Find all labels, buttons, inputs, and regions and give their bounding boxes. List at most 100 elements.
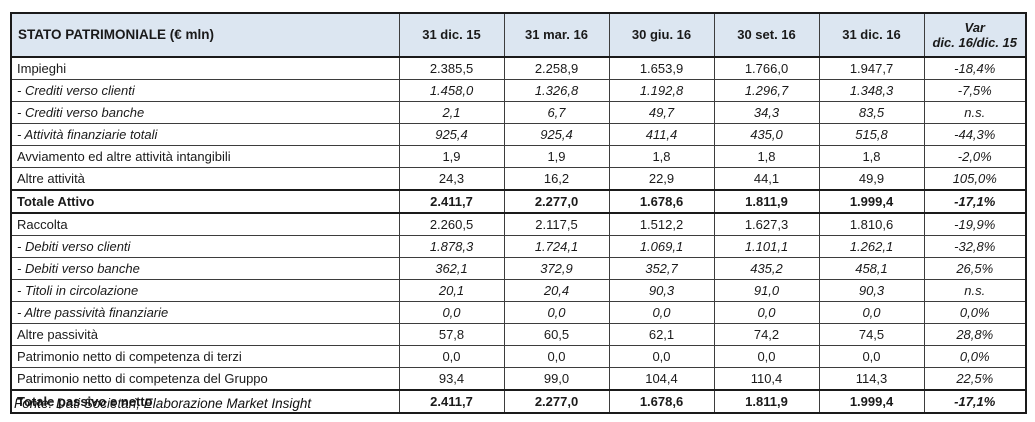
row-label: Patrimonio netto di competenza del Grupp… (10, 367, 400, 391)
value-cell: 24,3 (398, 167, 505, 191)
value-cell: 0,0 (818, 345, 925, 368)
row-label: Patrimonio netto di competenza di terzi (10, 345, 400, 368)
value-cell: 2.258,9 (503, 56, 610, 80)
value-cell: 104,4 (608, 367, 715, 391)
value-cell: 44,1 (713, 167, 820, 191)
table-row: - Titoli in circolazione 20,1 20,4 90,3 91,0… (10, 279, 1027, 302)
value-cell: 74,2 (713, 323, 820, 346)
value-cell: 1.101,1 (713, 235, 820, 258)
table-row: Avviamento ed altre attività intangibili… (10, 145, 1027, 168)
row-label: - Debiti verso banche (10, 257, 400, 280)
row-label: - Attività finanziarie totali (10, 123, 400, 146)
value-cell: 99,0 (503, 367, 610, 391)
value-cell: 2.277,0 (503, 189, 610, 214)
value-cell: 1,9 (398, 145, 505, 168)
value-cell: 1.653,9 (608, 56, 715, 80)
column-header-mar16: 31 mar. 16 (503, 12, 610, 58)
var-cell: n.s. (923, 101, 1027, 124)
table-row: - Attività finanziarie totali 925,4 925,4 4… (10, 123, 1027, 146)
value-cell: 1.811,9 (713, 389, 820, 414)
column-header-var: Var dic. 16/dic. 15 (923, 12, 1027, 58)
value-cell: 57,8 (398, 323, 505, 346)
value-cell: 1.678,6 (608, 389, 715, 414)
column-header-set16: 30 set. 16 (713, 12, 820, 58)
value-cell: 22,9 (608, 167, 715, 191)
value-cell: 411,4 (608, 123, 715, 146)
var-header-line2: dic. 16/dic. 15 (932, 35, 1018, 50)
value-cell: 1.348,3 (818, 79, 925, 102)
value-cell: 0,0 (503, 345, 610, 368)
value-cell: 1.999,4 (818, 389, 925, 414)
value-cell: 0,0 (398, 301, 505, 324)
var-cell: 105,0% (923, 167, 1027, 191)
row-label: - Titoli in circolazione (10, 279, 400, 302)
value-cell: 435,2 (713, 257, 820, 280)
var-cell: 0,0% (923, 301, 1027, 324)
table-row: Patrimonio netto di competenza di terzi 0… (10, 345, 1027, 368)
row-label: Altre passività (10, 323, 400, 346)
value-cell: 49,9 (818, 167, 925, 191)
value-cell: 372,9 (503, 257, 610, 280)
var-cell: 28,8% (923, 323, 1027, 346)
value-cell: 90,3 (608, 279, 715, 302)
value-cell: 1.811,9 (713, 189, 820, 214)
value-cell: 0,0 (713, 301, 820, 324)
var-cell: 0,0% (923, 345, 1027, 368)
value-cell: 2,1 (398, 101, 505, 124)
value-cell: 49,7 (608, 101, 715, 124)
table-row: - Debiti verso clienti 1.878,3 1.724,1 1.06… (10, 235, 1027, 258)
value-cell: 1,8 (713, 145, 820, 168)
table-row: Impieghi 2.385,5 2.258,9 1.653,9 1.766,0 1.94… (10, 56, 1027, 80)
value-cell: 352,7 (608, 257, 715, 280)
value-cell: 1,9 (503, 145, 610, 168)
value-cell: 90,3 (818, 279, 925, 302)
value-cell: 1.192,8 (608, 79, 715, 102)
value-cell: 1.512,2 (608, 212, 715, 236)
var-cell: 26,5% (923, 257, 1027, 280)
column-header-dic15: 31 dic. 15 (398, 12, 505, 58)
table-row: - Crediti verso banche 2,1 6,7 49,7 34,3 83,5… (10, 101, 1027, 124)
value-cell: 925,4 (503, 123, 610, 146)
value-cell: 2.411,7 (398, 389, 505, 414)
value-cell: 2.117,5 (503, 212, 610, 236)
value-cell: 0,0 (818, 301, 925, 324)
value-cell: 0,0 (398, 345, 505, 368)
row-label: Totale Attivo (10, 189, 400, 214)
var-cell: 22,5% (923, 367, 1027, 391)
row-label: - Debiti verso clienti (10, 235, 400, 258)
row-label: - Crediti verso banche (10, 101, 400, 124)
value-cell: 74,5 (818, 323, 925, 346)
row-label: Totale passivo e netto (10, 389, 400, 414)
table-row: Altre attività 24,3 16,2 22,9 44,1 49,9 105,0% (10, 167, 1027, 191)
row-label: Avviamento ed altre attività intangibili (10, 145, 400, 168)
value-cell: 0,0 (608, 345, 715, 368)
column-header-dic16: 31 dic. 16 (818, 12, 925, 58)
value-cell: 16,2 (503, 167, 610, 191)
var-cell: -7,5% (923, 79, 1027, 102)
table-row: Totale Attivo 2.411,7 2.277,0 1.678,6 1.811,… (10, 189, 1027, 214)
value-cell: 20,1 (398, 279, 505, 302)
value-cell: 0,0 (608, 301, 715, 324)
value-cell: 83,5 (818, 101, 925, 124)
value-cell: 925,4 (398, 123, 505, 146)
value-cell: 110,4 (713, 367, 820, 391)
table-row: Raccolta 2.260,5 2.117,5 1.512,2 1.627,3 1.81… (10, 212, 1027, 236)
value-cell: 1.810,6 (818, 212, 925, 236)
var-cell: -44,3% (923, 123, 1027, 146)
value-cell: 1.724,1 (503, 235, 610, 258)
value-cell: 1.627,3 (713, 212, 820, 236)
value-cell: 515,8 (818, 123, 925, 146)
table-row: - Debiti verso banche 362,1 372,9 352,7 435,… (10, 257, 1027, 280)
var-cell: -18,4% (923, 56, 1027, 80)
value-cell: 93,4 (398, 367, 505, 391)
value-cell: 1.878,3 (398, 235, 505, 258)
value-cell: 20,4 (503, 279, 610, 302)
value-cell: 91,0 (713, 279, 820, 302)
value-cell: 1,8 (818, 145, 925, 168)
value-cell: 0,0 (503, 301, 610, 324)
value-cell: 2.385,5 (398, 56, 505, 80)
row-label: - Crediti verso clienti (10, 79, 400, 102)
var-header-line1: Var (964, 20, 985, 35)
value-cell: 2.277,0 (503, 389, 610, 414)
